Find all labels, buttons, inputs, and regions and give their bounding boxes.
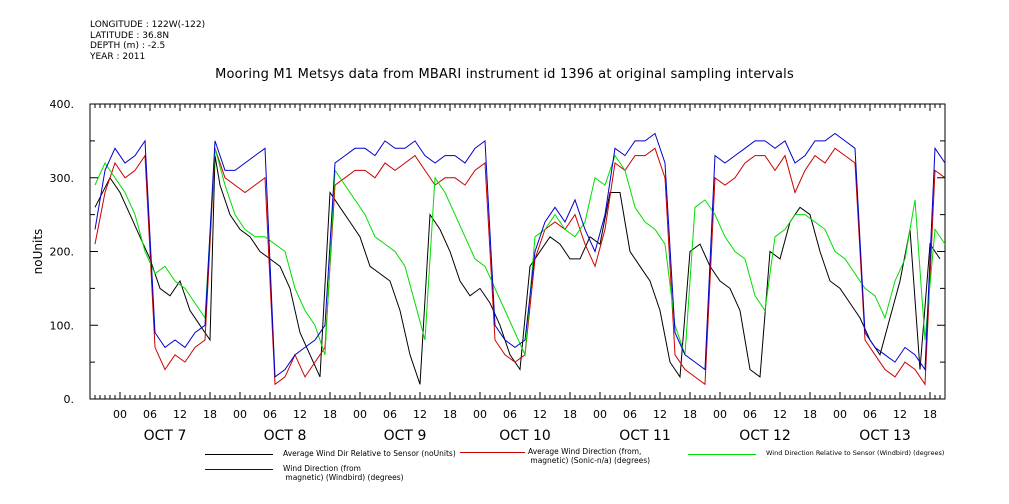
y-tick-label: 400. (50, 98, 75, 111)
legend-swatch-black (205, 454, 273, 455)
legend-label-red: Average Wind Direction (from, magnetic) … (528, 447, 651, 465)
plot-frame (89, 103, 946, 400)
year-label: YEAR : 2011 (90, 51, 146, 62)
latitude-label: LATITUDE : 36.8N (90, 30, 170, 41)
x-tick-label: 12 (653, 408, 667, 421)
x-tick-label: 06 (143, 408, 157, 421)
legend-label-blue: Wind Direction (from magnetic) (Windbird… (283, 464, 404, 482)
x-tick-label: 06 (503, 408, 517, 421)
x-tick-label: 00 (473, 408, 487, 421)
x-tick-label: 18 (323, 408, 337, 421)
x-tick-label: 18 (923, 408, 937, 421)
longitude-label: LONGITUDE : 122W(-122) (90, 20, 206, 30)
legend-label-black: Average Wind Dir Relative to Sensor (noU… (283, 449, 456, 458)
x-tick-label: 00 (353, 408, 367, 421)
x-tick-label: 06 (383, 408, 397, 421)
x-tick-label: 18 (803, 408, 817, 421)
x-tick-label: 12 (293, 408, 307, 421)
x-tick-label: 06 (863, 408, 877, 421)
day-label: OCT 9 (384, 428, 427, 444)
x-tick-label: 12 (533, 408, 547, 421)
x-tick-label: 12 (173, 408, 187, 421)
x-tick-label: 06 (263, 408, 277, 421)
x-tick-label: 00 (833, 408, 847, 421)
metadata-block: LONGITUDE : 122W(-122) LATITUDE : 36.8N … (90, 20, 205, 62)
x-tick-label: 18 (443, 408, 457, 421)
day-label: OCT 13 (859, 428, 911, 444)
day-label: OCT 8 (264, 428, 307, 444)
chart-title: Mooring M1 Metsys data from MBARI instru… (215, 67, 794, 82)
series-line-2 (94, 148, 946, 357)
y-tick-label: 300. (50, 172, 75, 185)
x-tick-label: 06 (743, 408, 757, 421)
x-tick-label: 00 (593, 408, 607, 421)
x-tick-label: 00 (713, 408, 727, 421)
series-line-0 (94, 155, 941, 385)
x-tick-label: 00 (233, 408, 247, 421)
day-label: OCT 11 (619, 428, 671, 444)
day-label: OCT 7 (144, 428, 187, 444)
legend-swatch-green (688, 454, 756, 455)
x-tick-label: 12 (773, 408, 787, 421)
legend-label-green: Wind Direction Relative to Sensor (Windb… (766, 449, 945, 457)
depth-label: DEPTH (m) : -2.5 (90, 41, 166, 51)
x-tick-label: 18 (203, 408, 217, 421)
day-label: OCT 10 (499, 428, 551, 444)
y-tick-label: 100. (50, 319, 75, 332)
y-axis-label: noUnits (31, 229, 45, 275)
x-tick-label: 00 (113, 408, 127, 421)
x-tick-label: 18 (683, 408, 697, 421)
x-tick-label: 06 (623, 408, 637, 421)
x-tick-label: 12 (893, 408, 907, 421)
legend-swatch-blue (205, 469, 273, 470)
y-tick-label: 0. (64, 393, 75, 406)
series-line-3 (94, 132, 946, 378)
day-label: OCT 12 (739, 428, 791, 444)
legend-swatch-red (460, 452, 525, 453)
x-tick-label: 12 (413, 408, 427, 421)
y-tick-label: 200. (50, 246, 75, 259)
series-line-1 (94, 147, 946, 386)
x-tick-label: 18 (563, 408, 577, 421)
